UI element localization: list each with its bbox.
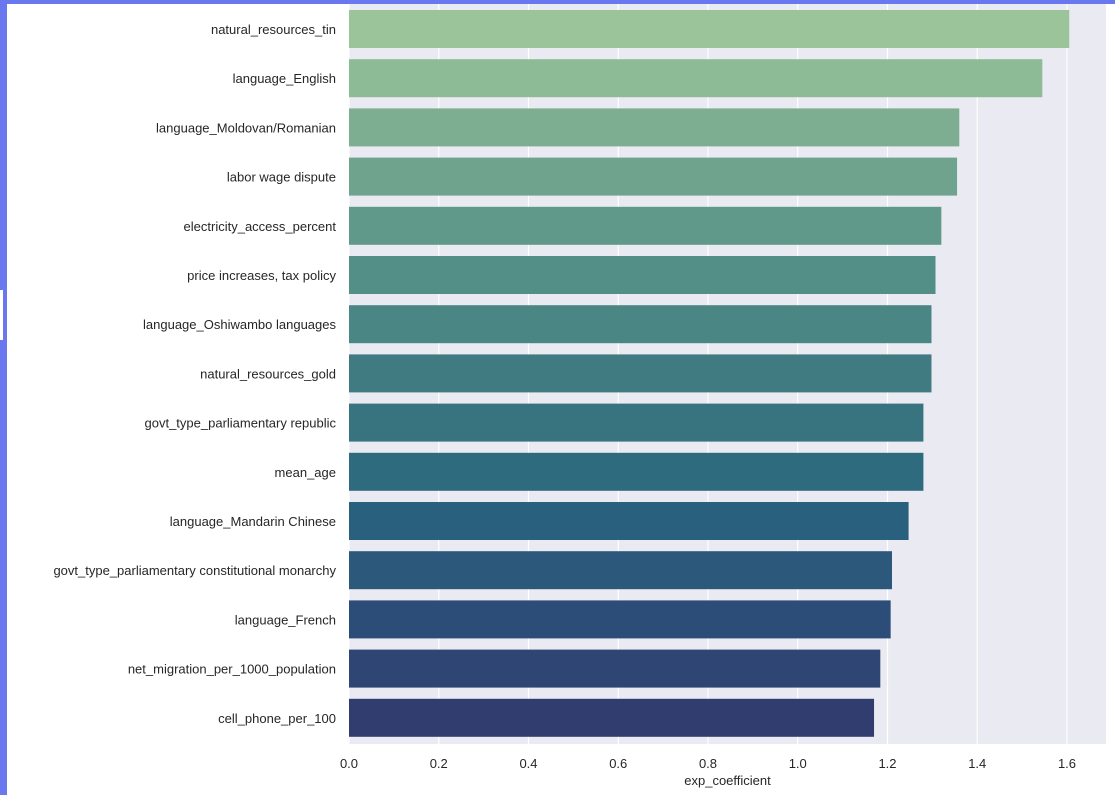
bar (349, 206, 942, 245)
y-tick-label: govt_type_parliamentary republic (145, 416, 337, 431)
x-tick-label: 1.4 (968, 756, 986, 771)
y-tick-label: mean_age (275, 465, 336, 480)
x-tick-label: 0.4 (519, 756, 537, 771)
window-frame-top (0, 0, 1115, 4)
y-tick-label: labor wage dispute (227, 170, 336, 185)
bar (349, 108, 960, 147)
bar (349, 10, 1070, 48)
bars (349, 10, 1070, 737)
y-tick-labels: natural_resources_tin language_Englishlan… (53, 22, 336, 726)
bar (349, 698, 875, 737)
x-tick-label: 0.2 (430, 756, 448, 771)
bar (349, 502, 909, 540)
y-tick-label: language_Oshiwambo languages (143, 317, 336, 332)
y-tick-label: language_Mandarin Chinese (170, 514, 336, 529)
y-tick-label: language_French (235, 612, 336, 627)
y-tick-label: net_migration_per_1000_population (128, 662, 336, 677)
bar (349, 452, 924, 491)
bar (349, 354, 932, 393)
window-frame-left (0, 0, 7, 795)
x-axis-label: exp_coefficient (684, 773, 771, 788)
x-tick-labels: 0.0 0.2 0.4 0.6 0.8 1.0 1.2 1.4 1.6 (340, 756, 1076, 771)
y-tick-label: natural_resources_tin (211, 22, 336, 37)
x-tick-label: 1.6 (1058, 756, 1076, 771)
bar (349, 649, 881, 688)
bar (349, 59, 1043, 98)
bar (349, 551, 892, 590)
x-tick-label: 1.2 (878, 756, 896, 771)
bar (349, 256, 936, 294)
bar (349, 157, 958, 196)
bar (349, 600, 891, 639)
y-tick-label: natural_resources_gold (200, 366, 336, 381)
x-tick-label: 1.0 (789, 756, 807, 771)
x-tick-label: 0.0 (340, 756, 358, 771)
y-tick-label: cell_phone_per_100 (218, 711, 336, 726)
x-tick-label: 0.8 (699, 756, 717, 771)
window-frame-notch (0, 290, 3, 340)
bar (349, 403, 924, 442)
bar (349, 305, 932, 344)
y-tick-label: govt_type_parliamentary constitutional m… (53, 563, 336, 578)
y-tick-label: electricity_access_percent (184, 219, 337, 234)
y-tick-label: language_Moldovan/Romanian (156, 120, 336, 135)
y-tick-label: price increases, tax policy (187, 268, 336, 283)
x-tick-label: 0.6 (609, 756, 627, 771)
y-tick-label: language_English (233, 71, 336, 86)
